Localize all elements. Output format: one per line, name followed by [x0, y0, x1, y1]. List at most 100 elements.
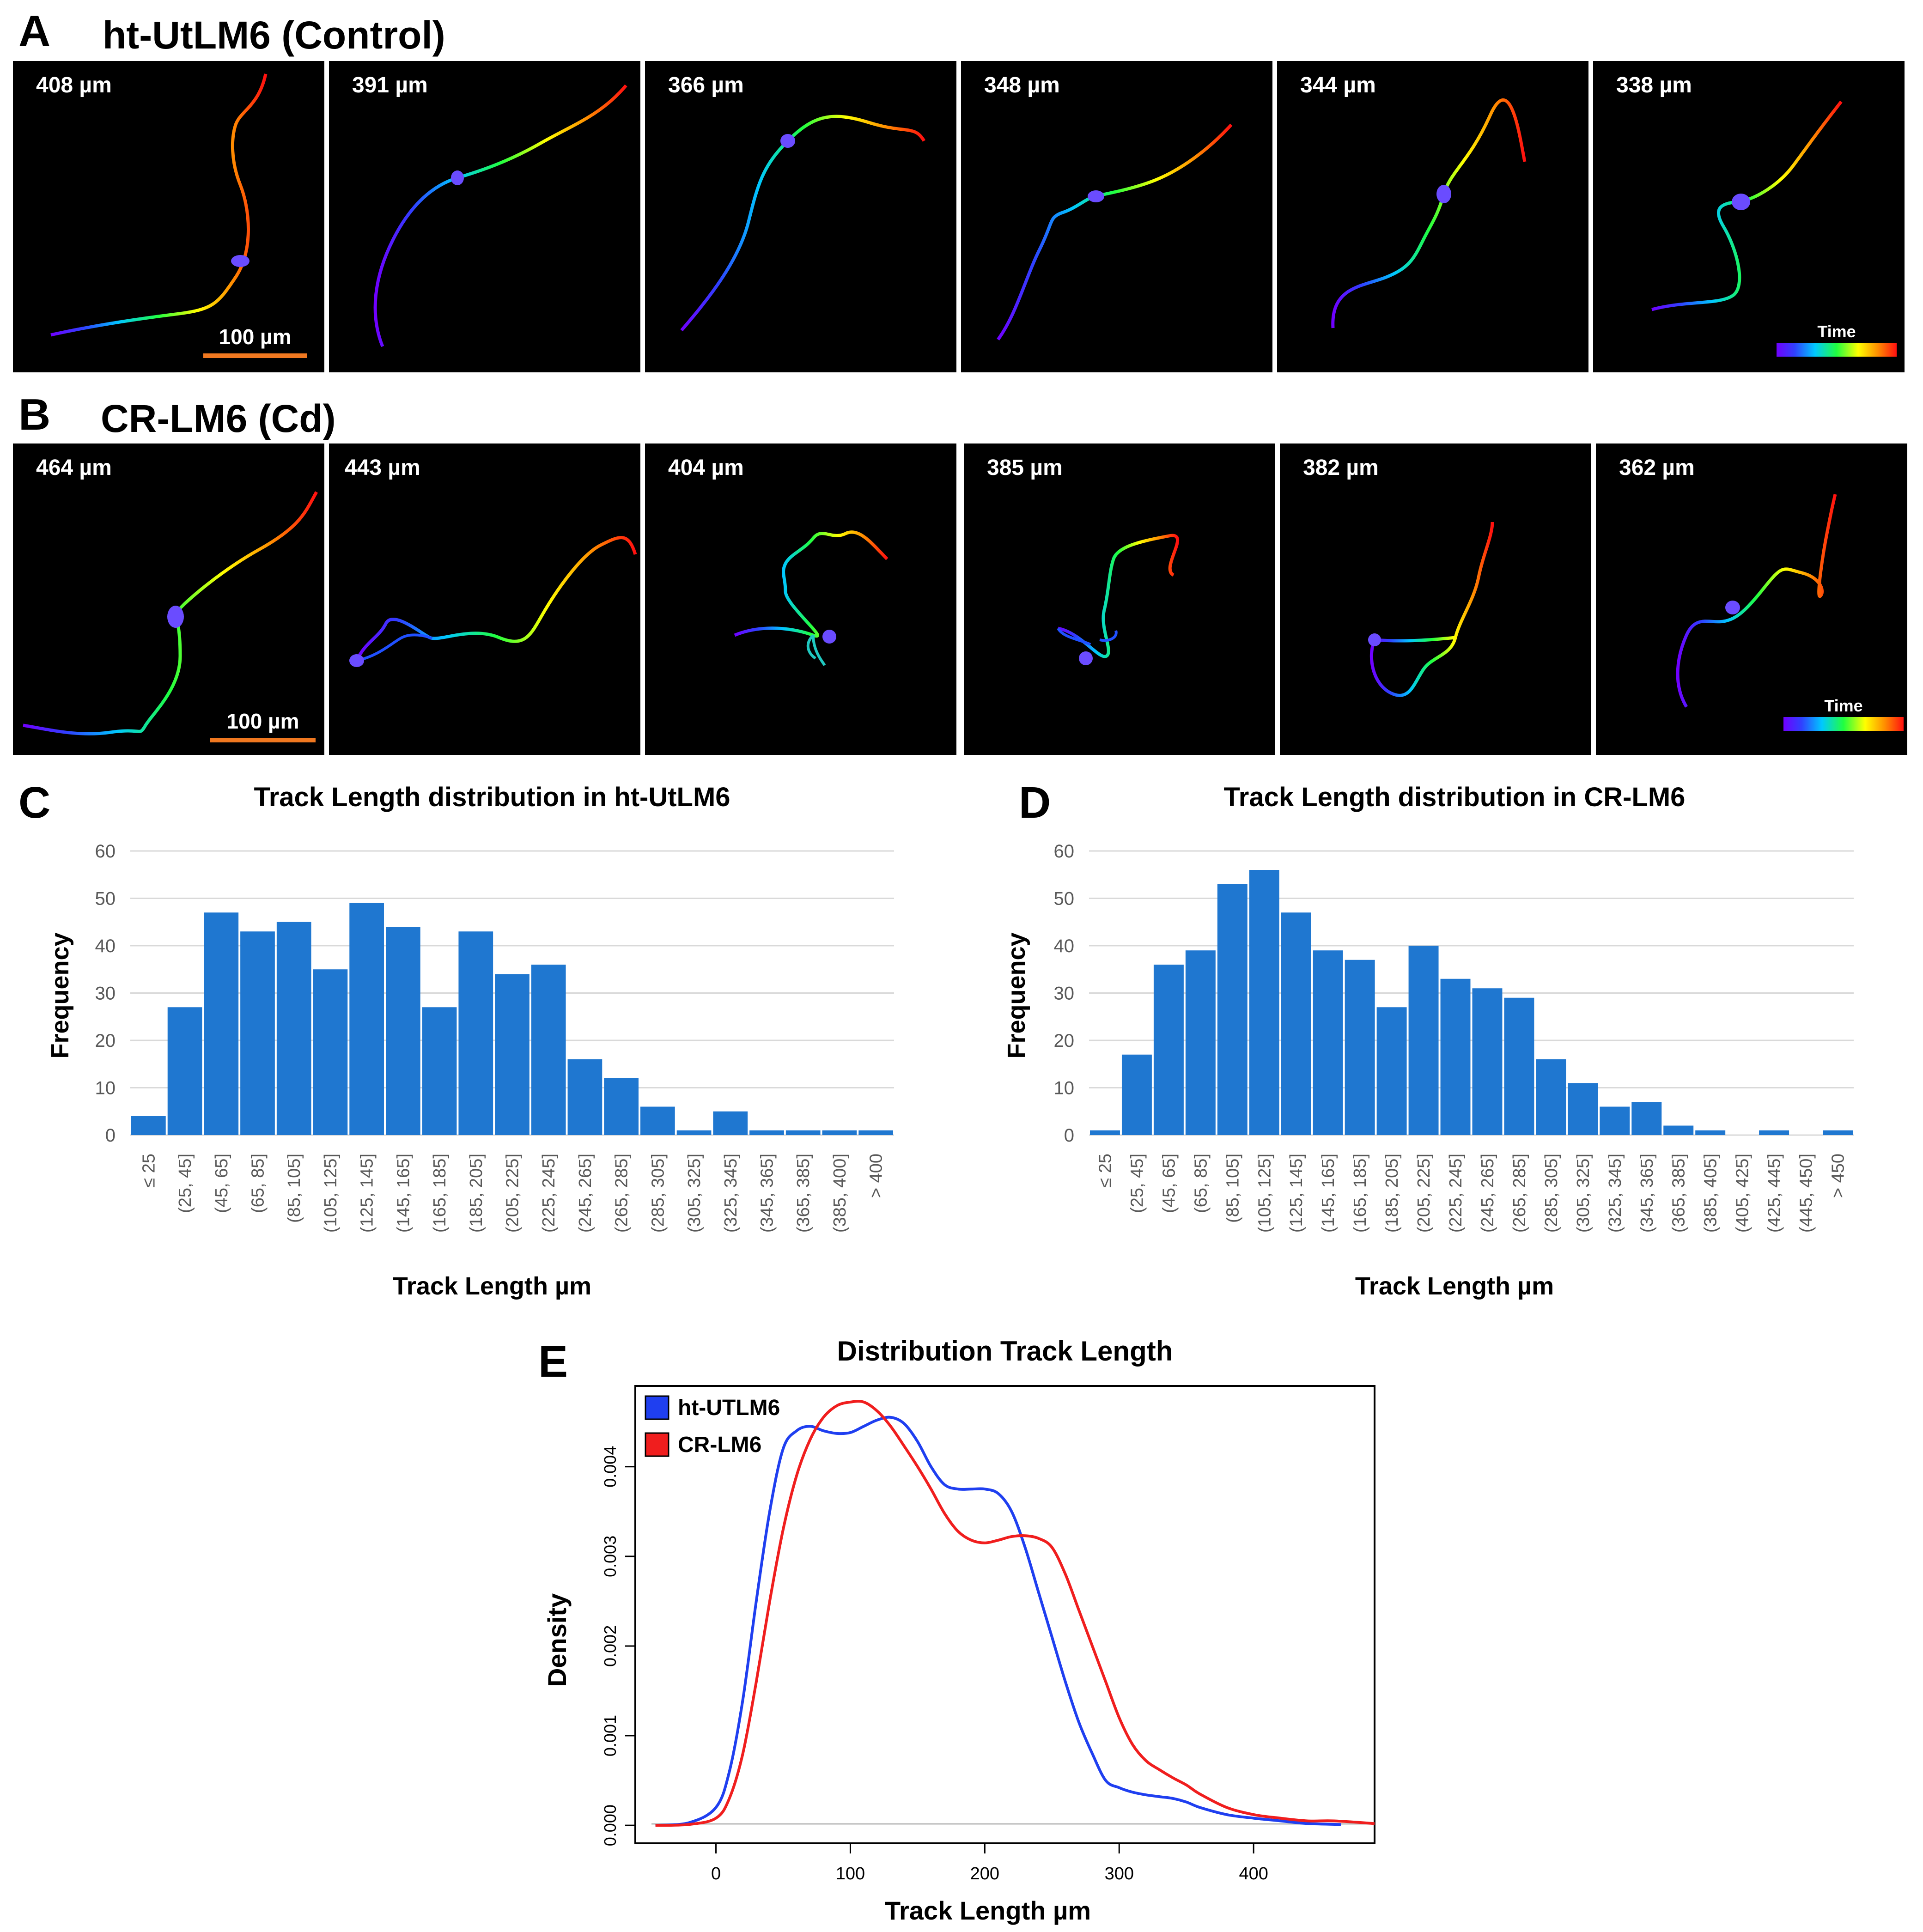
- x-tick-label: (425, 445]: [1765, 1154, 1784, 1233]
- tile-a1-bg: [13, 61, 324, 372]
- x-tick-label: (25, 45]: [176, 1154, 195, 1213]
- bar: [604, 1078, 639, 1135]
- tile-b5-cell-body: [1368, 633, 1381, 646]
- bar: [858, 1130, 893, 1135]
- x-tick-label: 0: [711, 1864, 721, 1883]
- x-tick-label: (325, 345]: [721, 1154, 741, 1233]
- x-tick-label: (45, 65]: [212, 1154, 231, 1213]
- time-colorbar-a-label: Time: [1817, 322, 1856, 341]
- x-tick-label: (85, 105]: [285, 1154, 304, 1223]
- tile-b2-bg: [329, 444, 640, 755]
- chart-c-title: Track Length distribution in ht-UtLM6: [254, 782, 730, 812]
- bar: [676, 1130, 712, 1135]
- bar: [1408, 946, 1439, 1135]
- tile-a2-length: 391 µm: [352, 73, 428, 97]
- x-tick-label: (45, 65]: [1159, 1154, 1179, 1213]
- x-tick-label: 200: [970, 1864, 999, 1883]
- x-tick-label: 100: [836, 1864, 865, 1883]
- bar: [1440, 978, 1471, 1135]
- bar: [458, 931, 493, 1135]
- bar: [1600, 1106, 1630, 1135]
- tile-b6-cell-body: [1725, 601, 1740, 614]
- y-tick-label: 10: [95, 1078, 116, 1099]
- tile-b2-cell-body: [349, 654, 364, 667]
- tile-a4-length: 348 µm: [984, 73, 1060, 97]
- bar: [495, 974, 529, 1135]
- chart-e-ylabel: Density: [542, 1593, 572, 1687]
- legend-swatch-cr: [645, 1432, 669, 1457]
- y-tick-label: 30: [1054, 984, 1075, 1004]
- x-tick-label: (125, 145]: [1287, 1154, 1306, 1233]
- bar: [567, 1059, 602, 1135]
- tile-b3-track-branch: [806, 634, 826, 666]
- panel-b: B CR-LM6 (Cd) 464 µm 100 µm 443 µm 404 µ…: [13, 390, 1907, 755]
- x-tick-label: (105, 125]: [1255, 1154, 1274, 1233]
- bar: [1504, 997, 1534, 1135]
- bar: [640, 1106, 675, 1135]
- bar: [422, 1007, 457, 1135]
- tile-b4-bg: [964, 444, 1275, 755]
- tile-b3-length: 404 µm: [668, 456, 744, 480]
- tile-b2: 443 µm: [329, 444, 640, 755]
- legend-label-cr: CR-LM6: [678, 1433, 761, 1457]
- tile-b4-length: 385 µm: [987, 456, 1063, 480]
- tile-a4: 348 µm: [961, 61, 1272, 372]
- tile-b3-cell-body: [822, 630, 836, 644]
- bar: [276, 922, 311, 1135]
- x-tick-label: (385, 400]: [830, 1154, 850, 1233]
- tile-a2: 391 µm: [329, 61, 640, 372]
- tile-a3-cell-body: [780, 134, 795, 148]
- x-tick-label: (25, 45]: [1127, 1154, 1147, 1213]
- tile-b1: 464 µm 100 µm: [13, 444, 324, 755]
- tile-a5-cell-body: [1436, 185, 1451, 203]
- tile-a5: 344 µm: [1277, 61, 1588, 372]
- tile-b1-bg: [13, 444, 324, 755]
- chart-e-frame: [634, 1385, 1375, 1844]
- x-tick-label: (285, 305]: [648, 1154, 668, 1233]
- y-tick-label: 0.003: [601, 1536, 620, 1577]
- chart-e-lines: [655, 1400, 1375, 1827]
- scale-bar-b-label: 100 µm: [227, 709, 299, 733]
- chart-e-legend: ht-UTLM6 CR-LM6: [645, 1395, 780, 1457]
- tile-b5-track: [1370, 522, 1494, 697]
- x-tick-label: (245, 265]: [576, 1154, 595, 1233]
- tile-b5: 382 µm: [1280, 444, 1591, 755]
- panel-label-a: A: [18, 6, 50, 56]
- x-tick-label: (205, 225]: [1414, 1154, 1434, 1233]
- tile-b6-bg: [1596, 444, 1907, 755]
- x-tick-label: (145, 165]: [1319, 1154, 1338, 1233]
- bar: [822, 1130, 857, 1135]
- bar: [1376, 1007, 1407, 1135]
- y-tick-label: 0.004: [601, 1446, 620, 1488]
- bar: [785, 1130, 821, 1135]
- x-tick-label: (305, 325]: [1574, 1154, 1593, 1233]
- time-colorbar-b: [1783, 717, 1904, 731]
- x-tick-label: 400: [1239, 1864, 1268, 1883]
- tile-b6-track: [1676, 494, 1837, 708]
- x-tick-label: ≤ 25: [139, 1154, 158, 1188]
- tile-a6: 338 µm Time: [1593, 61, 1905, 372]
- panel-label-e: E: [538, 1337, 568, 1386]
- bar: [1185, 950, 1216, 1135]
- tile-b2-track: [355, 536, 637, 662]
- x-tick-label: (225, 245]: [1446, 1154, 1466, 1233]
- chart-e-xlabel: Track Length µm: [885, 1896, 1091, 1925]
- tile-b5-length: 382 µm: [1303, 456, 1379, 480]
- panel-label-b: B: [18, 390, 50, 439]
- tile-b5-bg: [1280, 444, 1591, 755]
- scale-bar-b: [210, 738, 316, 742]
- chart-d-ylabel: Frequency: [1003, 932, 1030, 1058]
- chart-d-bars: [1090, 870, 1853, 1135]
- x-tick-label: 300: [1105, 1864, 1134, 1883]
- bar: [1121, 1054, 1152, 1135]
- x-tick-label: (245, 265]: [1478, 1154, 1497, 1233]
- y-tick-label: 0.000: [601, 1804, 620, 1846]
- scale-bar-a: [203, 353, 307, 358]
- x-tick-label: (265, 285]: [612, 1154, 632, 1233]
- tile-a1-track: [50, 73, 268, 337]
- tile-b4: 385 µm: [964, 444, 1275, 755]
- tile-b4-track: [1058, 534, 1180, 658]
- bar: [313, 969, 348, 1135]
- x-tick-label: (125, 145]: [358, 1154, 377, 1233]
- panel-d-histogram: D Track Length distribution in CR-LM6 Tr…: [1003, 778, 1854, 1300]
